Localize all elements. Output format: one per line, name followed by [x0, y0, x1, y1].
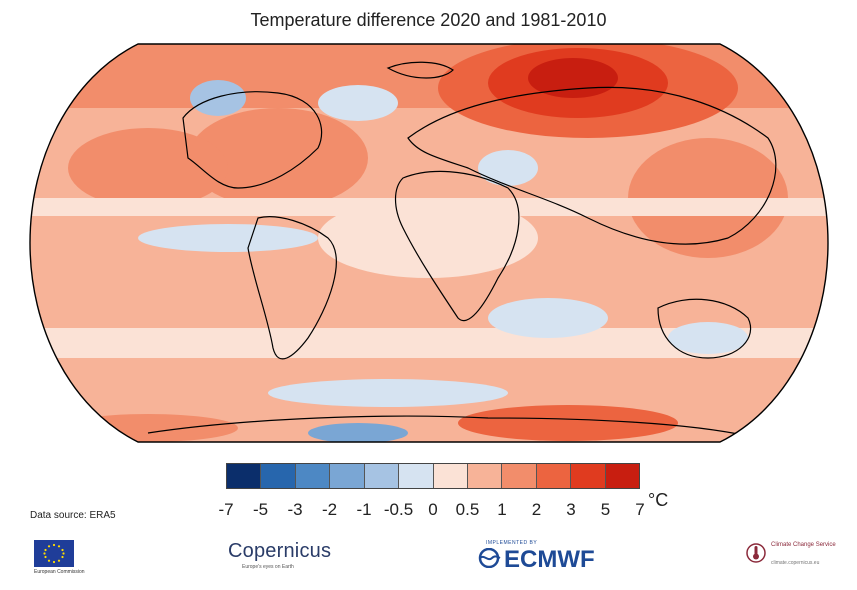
colorbar-segment	[399, 464, 434, 488]
c3s-logo: Climate Change Service climate.copernicu…	[745, 540, 840, 576]
colorbar-segment	[261, 464, 296, 488]
colorbar-tick-label: -5	[252, 500, 269, 519]
colorbar-segment	[295, 464, 331, 488]
colorbar-segment	[605, 464, 640, 488]
colorbar-tick-label: 5	[600, 500, 611, 519]
colorbar-tick-label: 2	[531, 500, 542, 519]
c3s-url: climate.copernicus.eu	[771, 560, 820, 566]
colorbar-segment	[571, 464, 606, 488]
eu-flag-icon	[34, 540, 74, 567]
colorbar-segment	[536, 464, 572, 488]
colorbar-tick-label: 7	[635, 500, 645, 519]
map-border	[29, 43, 829, 443]
coastlines	[147, 61, 777, 437]
data-source-label: Data source: ERA5	[30, 510, 116, 521]
colorbar-segment	[433, 464, 468, 488]
colorbar-ticks: -7 -5 -3 -2 -1 -0.5 0 0.5 1 2 3 5 7	[218, 500, 644, 522]
colorbar-tick-label: -0.5	[383, 500, 414, 519]
colorbar-segment	[364, 464, 400, 488]
copernicus-tagline: Europe's eyes on Earth	[242, 564, 294, 570]
map-title: Temperature difference 2020 and 1981-201…	[250, 10, 607, 30]
colorbar-unit: °C	[648, 490, 669, 510]
ecmwf-wave-icon	[476, 547, 502, 573]
copernicus-logo: Copernicus Europe's eyes on Earth	[228, 540, 332, 578]
colorbar-tick-label: 0	[428, 500, 438, 519]
colorbar-tick-label: 1	[497, 500, 507, 519]
ecmwf-top-text: IMPLEMENTED BY	[486, 540, 538, 546]
c3s-name: Climate Change Service	[771, 542, 836, 548]
anomaly-field	[30, 44, 828, 442]
colorbar-segment	[467, 464, 503, 488]
colorbar-tick-label: 0.5	[455, 500, 480, 519]
colorbar-segment	[227, 464, 262, 488]
eu-logo: European Commission	[34, 540, 96, 580]
colorbar-segment	[502, 464, 537, 488]
colorbar-tick-label: -3	[287, 500, 303, 519]
world-temperature-anomaly-map	[28, 38, 830, 448]
thermometer-icon	[745, 542, 767, 569]
eu-logo-text: European Commission	[34, 569, 85, 575]
colorbar-tick-label: -2	[321, 500, 338, 519]
colorbar-tick-label: 3	[566, 500, 576, 519]
ecmwf-name: ECMWF	[504, 546, 595, 573]
colorbar	[226, 463, 640, 489]
ecmwf-logo: IMPLEMENTED BY ECMWF	[476, 540, 606, 574]
colorbar-segment	[330, 464, 365, 488]
copernicus-name: Copernicus	[228, 540, 332, 562]
colorbar-tick-label: -7	[218, 500, 234, 519]
colorbar-tick-label: -1	[356, 500, 372, 519]
